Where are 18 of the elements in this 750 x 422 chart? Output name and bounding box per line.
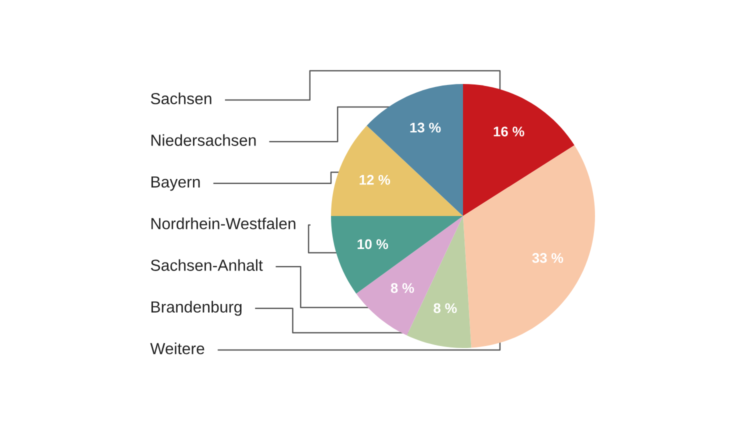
slice-label: Niedersachsen	[151, 134, 256, 146]
slice-label: Bayern	[151, 176, 200, 191]
data-label: 33 %	[532, 253, 564, 263]
data-label: 8 %	[434, 303, 457, 314]
slice-label: Sachsen	[150, 92, 212, 104]
data-label: 13 %	[410, 122, 441, 133]
pie-slice	[356, 216, 463, 336]
slice-label: Sachsen-Anhalt	[150, 259, 263, 271]
pie-slice	[463, 84, 574, 216]
data-label: 10 %	[358, 239, 388, 250]
slice-label: Weitere	[150, 342, 204, 354]
pie-slice	[463, 145, 595, 348]
pie-slice	[331, 216, 463, 294]
slice-label: Brandenburg	[151, 300, 242, 316]
data-label: 12 %	[360, 174, 390, 185]
data-label: 8 %	[390, 283, 414, 293]
data-label: 16 %	[494, 126, 524, 136]
slice-label: Nordrhein-Westfalen	[151, 218, 296, 230]
